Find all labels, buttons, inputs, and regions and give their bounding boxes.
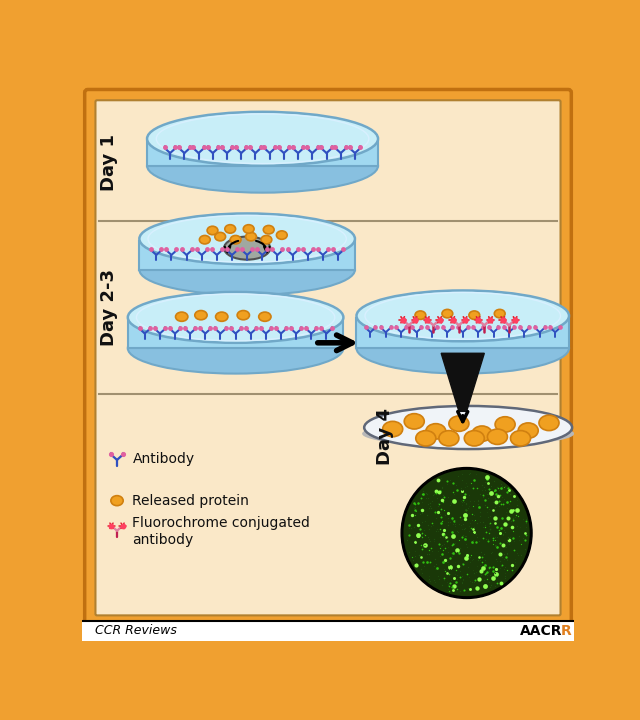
Text: Day 1: Day 1 — [100, 134, 118, 191]
Ellipse shape — [215, 233, 225, 241]
Ellipse shape — [362, 420, 574, 446]
Ellipse shape — [472, 426, 492, 441]
Polygon shape — [441, 354, 484, 411]
Ellipse shape — [261, 235, 272, 244]
Ellipse shape — [243, 225, 254, 233]
Polygon shape — [147, 143, 378, 166]
Ellipse shape — [207, 226, 218, 235]
Ellipse shape — [464, 431, 484, 446]
Ellipse shape — [246, 233, 257, 241]
Ellipse shape — [442, 310, 452, 318]
Ellipse shape — [356, 290, 569, 341]
Ellipse shape — [225, 225, 236, 233]
Text: R: R — [561, 624, 572, 638]
Ellipse shape — [128, 292, 344, 343]
Ellipse shape — [175, 312, 188, 321]
Ellipse shape — [426, 423, 446, 439]
Ellipse shape — [364, 406, 572, 449]
Ellipse shape — [259, 312, 271, 321]
Ellipse shape — [383, 421, 403, 437]
Circle shape — [403, 470, 530, 596]
Ellipse shape — [416, 431, 436, 446]
Text: Antibody: Antibody — [132, 452, 195, 466]
Ellipse shape — [276, 231, 287, 239]
Polygon shape — [356, 320, 569, 348]
Ellipse shape — [216, 312, 228, 321]
FancyBboxPatch shape — [82, 621, 575, 641]
Ellipse shape — [263, 225, 274, 234]
Ellipse shape — [494, 310, 505, 318]
Ellipse shape — [200, 235, 210, 244]
Ellipse shape — [539, 415, 559, 431]
Ellipse shape — [111, 495, 123, 505]
Ellipse shape — [230, 235, 241, 244]
Ellipse shape — [404, 414, 424, 429]
Ellipse shape — [128, 323, 344, 374]
Circle shape — [401, 467, 532, 598]
Ellipse shape — [147, 139, 378, 193]
Ellipse shape — [469, 311, 480, 320]
Text: Released protein: Released protein — [132, 494, 250, 508]
FancyBboxPatch shape — [95, 100, 561, 616]
Text: Day 4: Day 4 — [376, 408, 394, 465]
Ellipse shape — [356, 323, 569, 374]
Text: AACR: AACR — [520, 624, 563, 638]
Ellipse shape — [495, 417, 515, 432]
Text: Fluorochrome conjugated
antibody: Fluorochrome conjugated antibody — [132, 516, 310, 546]
Ellipse shape — [439, 431, 459, 446]
Ellipse shape — [518, 423, 538, 438]
Ellipse shape — [195, 310, 207, 320]
Ellipse shape — [449, 416, 469, 431]
Ellipse shape — [237, 310, 250, 320]
Text: CCR Reviews: CCR Reviews — [95, 624, 177, 637]
Ellipse shape — [140, 213, 355, 264]
Ellipse shape — [140, 244, 355, 295]
Ellipse shape — [224, 237, 270, 260]
FancyBboxPatch shape — [84, 89, 572, 627]
Text: Day 2-3: Day 2-3 — [100, 269, 118, 346]
Polygon shape — [128, 321, 344, 348]
Ellipse shape — [488, 429, 508, 444]
Ellipse shape — [147, 112, 378, 166]
Polygon shape — [140, 243, 355, 270]
Ellipse shape — [511, 431, 531, 446]
Ellipse shape — [415, 311, 426, 320]
